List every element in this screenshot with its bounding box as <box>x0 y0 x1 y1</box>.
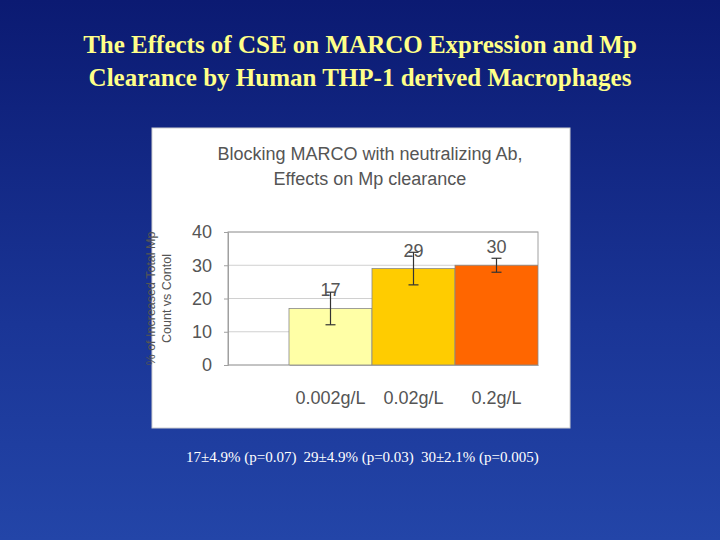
y-tick-label: 10 <box>192 322 212 342</box>
y-tick: 20 <box>192 289 228 309</box>
y-tick-label: 40 <box>192 222 212 242</box>
y-axis-title-line: Count vs Contol <box>160 254 174 343</box>
x-axis: 0.002g/L 0.02g/L 0.2g/L <box>290 365 539 408</box>
x-tick-label: 0.02g/L <box>383 388 443 408</box>
y-tick-mark <box>224 265 228 266</box>
data-label: 29 <box>403 241 423 261</box>
y-tick-mark <box>224 232 228 233</box>
x-tick-label: 0.002g/L <box>295 388 365 408</box>
error-bar-cap <box>492 272 502 273</box>
data-label: 30 <box>486 237 506 257</box>
y-tick-label: 30 <box>192 256 212 276</box>
x-tick: 0.002g/L <box>295 365 365 408</box>
caption-item: 17±4.9% (p=0.07) <box>186 449 296 466</box>
error-bar <box>492 258 502 272</box>
caption: 17±4.9% (p=0.07) 29±4.9% (p=0.03) 30±2.1% … <box>186 449 539 466</box>
error-bar-cap <box>409 284 419 285</box>
slide-title-line: The Effects of CSE on MARCO Expression a… <box>83 31 637 58</box>
slide: The Effects of CSE on MARCO Expression a… <box>0 0 720 540</box>
grid <box>228 232 538 365</box>
y-axis: 0 10 20 30 40 <box>192 222 229 375</box>
error-bar-stem <box>496 258 497 272</box>
y-tick-mark <box>224 332 228 333</box>
slide-title-line: Clearance by Human THP-1 derived Macroph… <box>89 64 632 91</box>
bar <box>455 265 538 365</box>
error-bar-cap <box>492 258 502 259</box>
plot-frame <box>228 232 538 365</box>
y-axis-line <box>224 233 229 366</box>
x-axis-line <box>290 365 539 366</box>
slide-title: The Effects of CSE on MARCO Expression a… <box>83 31 637 91</box>
data-labels: 17 29 30 <box>320 237 506 300</box>
chart-panel <box>152 128 570 428</box>
bars <box>289 252 538 365</box>
y-tick: 30 <box>192 256 228 276</box>
y-tick-label: 0 <box>202 355 212 375</box>
x-tick: 0.2g/L <box>471 365 521 408</box>
x-tick-label: 0.2g/L <box>471 388 521 408</box>
y-axis-title: % of Increased Total MpCount vs Contol <box>144 232 174 366</box>
caption-item: 29±4.9% (p=0.03) <box>303 449 413 466</box>
y-tick: 40 <box>192 222 228 242</box>
y-tick: 10 <box>192 322 228 342</box>
y-tick-mark <box>224 299 228 300</box>
y-tick: 0 <box>202 355 228 375</box>
x-tick: 0.02g/L <box>383 365 443 408</box>
y-tick-label: 20 <box>192 289 212 309</box>
chart-title-line: Blocking MARCO with neutralizing Ab, <box>217 144 522 164</box>
caption-item: 30±2.1% (p=0.005) <box>421 449 539 466</box>
y-tick-mark <box>224 365 228 366</box>
chart-title-line: Effects on Mp clearance <box>274 169 467 189</box>
y-axis-title-line: % of Increased Total Mp <box>144 232 158 366</box>
error-bar-cap <box>326 324 336 325</box>
data-label: 17 <box>320 280 340 300</box>
chart-title: Blocking MARCO with neutralizing Ab, Effe… <box>217 144 522 189</box>
